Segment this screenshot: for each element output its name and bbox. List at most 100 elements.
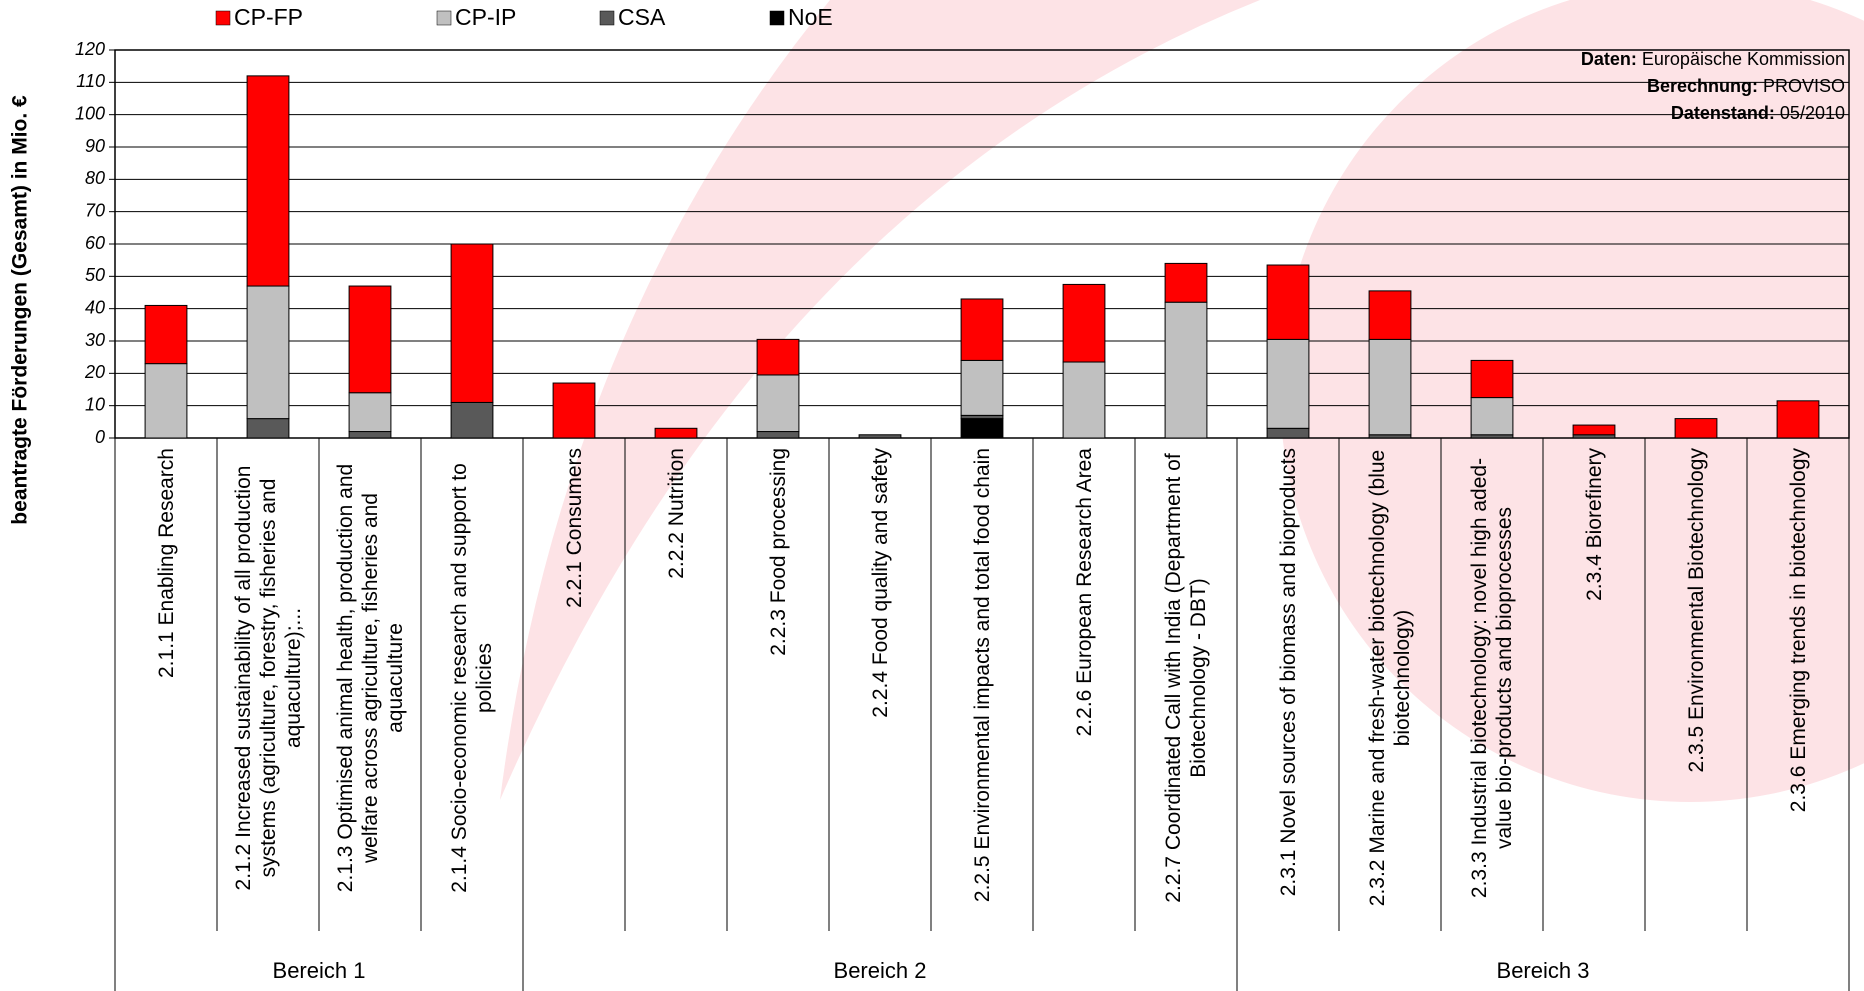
- x-tick-label: 2.1.2 Increased sustainability of all pr…: [218, 448, 318, 908]
- x-tick-label-text: 2.2.4 Food quality and safety: [868, 448, 892, 718]
- x-tick-label-text: 2.1.2 Increased sustainability of all pr…: [231, 465, 305, 891]
- bar-segment: [858, 434, 902, 439]
- y-tick-label: 30: [85, 330, 105, 350]
- annotation: Berechnung: PROVISO: [1647, 76, 1845, 96]
- x-tick-label-text: 2.2.6 European Research Area: [1072, 448, 1096, 737]
- bar-segment: [756, 374, 800, 433]
- legend-label: CP-IP: [455, 4, 516, 30]
- legend-swatch: [769, 10, 785, 26]
- group-label-text: Bereich 1: [272, 958, 366, 983]
- annotation-label: Daten:: [1581, 49, 1637, 69]
- y-tick-label: 50: [85, 265, 105, 285]
- y-tick-label: 110: [76, 71, 105, 91]
- legend-swatch: [436, 10, 452, 26]
- x-tick-label: 2.3.5 Environmental Biotechnology: [1646, 448, 1746, 908]
- x-tick-label-text: 2.2.5 Environmental impacts and total fo…: [970, 448, 994, 903]
- bar-segment: [1266, 427, 1310, 439]
- x-tick-label: 2.2.7 Coordinated Call with India (Depar…: [1136, 448, 1236, 908]
- x-tick-label-text: 2.2.7 Coordinated Call with India (Depar…: [1162, 453, 1210, 903]
- x-tick-label: 2.1.4 Socio-economic research and suppor…: [422, 448, 522, 908]
- annotation-text: Europäische Kommission: [1642, 49, 1845, 69]
- legend-swatch: [599, 10, 615, 26]
- x-tick-label-text: 2.1.4 Socio-economic research and suppor…: [448, 463, 496, 893]
- x-tick-label: 2.3.2 Marine and fresh-water biotechnolo…: [1340, 448, 1440, 908]
- x-tick-label: 2.2.1 Consumers: [524, 448, 624, 908]
- x-tick-label-text: 2.3.1 Novel sources of biomass and biopr…: [1276, 448, 1300, 897]
- bar-segment: [960, 418, 1004, 439]
- bar-segment: [246, 285, 290, 420]
- x-tick-label-text: 2.1.3 Optimised animal health, productio…: [333, 463, 407, 893]
- x-tick-label: 2.3.6 Emerging trends in biotechnology: [1748, 448, 1848, 908]
- bar-segment: [756, 338, 800, 376]
- group-label: Bereich 1: [115, 958, 523, 984]
- bar-segment: [246, 418, 290, 439]
- y-tick-label: 70: [85, 200, 105, 220]
- bar-segment: [1062, 361, 1106, 439]
- y-tick-label: 80: [85, 168, 105, 188]
- bar-segment: [348, 392, 392, 433]
- bar-segment: [1266, 264, 1310, 340]
- group-label: Bereich 3: [1237, 958, 1849, 984]
- bar-segment: [348, 431, 392, 439]
- bar-segment: [1164, 262, 1208, 303]
- group-label: Bereich 2: [523, 958, 1237, 984]
- bar-segment: [1368, 338, 1412, 436]
- group-label-text: Bereich 3: [1496, 958, 1590, 983]
- y-tick-label: 90: [85, 136, 105, 156]
- annotation-label: Datenstand:: [1671, 103, 1775, 123]
- x-tick-label-text: 2.3.5 Environmental Biotechnology: [1684, 448, 1708, 773]
- annotation-text: PROVISO: [1763, 76, 1845, 96]
- x-tick-label: 2.3.1 Novel sources of biomass and biopr…: [1238, 448, 1338, 908]
- annotation-label: Berechnung:: [1647, 76, 1758, 96]
- x-tick-label-text: 2.1.1 Enabling Research: [154, 448, 178, 678]
- y-tick-label: 20: [84, 362, 105, 382]
- x-tick-label-text: 2.3.3 Industrial biotechnology: novel hi…: [1468, 457, 1516, 899]
- bar-segment: [1674, 418, 1718, 439]
- annotation-text: 05/2010: [1780, 103, 1845, 123]
- background-decoration: [500, 0, 1260, 800]
- bar-segment: [246, 75, 290, 287]
- bar-segment: [1266, 338, 1310, 429]
- bar-segment: [1470, 397, 1514, 436]
- y-tick-label: 0: [95, 427, 105, 447]
- x-tick-label: 2.2.5 Environmental impacts and total fo…: [932, 448, 1032, 908]
- group-label-text: Bereich 2: [833, 958, 927, 983]
- x-tick-label: 2.2.4 Food quality and safety: [830, 448, 930, 908]
- bar-segment: [1062, 283, 1106, 363]
- x-tick-label: 2.3.3 Industrial biotechnology: novel hi…: [1442, 448, 1542, 908]
- background-decoration: [1280, 0, 1864, 802]
- legend-label: CSA: [618, 4, 666, 30]
- y-tick-label: 60: [85, 233, 105, 253]
- bar-segment: [960, 298, 1004, 361]
- bar-segment: [144, 363, 188, 439]
- x-tick-label: 2.2.6 European Research Area: [1034, 448, 1134, 908]
- bar-segment: [654, 427, 698, 439]
- x-tick-label: 2.1.3 Optimised animal health, productio…: [320, 448, 420, 908]
- bar-segment: [450, 243, 494, 403]
- bar-segment: [1470, 359, 1514, 399]
- bar-segment: [1368, 290, 1412, 340]
- annotation: Datenstand: 05/2010: [1671, 103, 1845, 123]
- x-tick-label-text: 2.2.2 Nutrition: [664, 448, 688, 579]
- legend-label: CP-FP: [234, 4, 303, 30]
- bar-segment: [1776, 400, 1820, 439]
- bar-segment: [1572, 424, 1616, 436]
- bar-segment: [552, 382, 596, 439]
- x-tick-label-text: 2.3.4 Biorefinery: [1582, 448, 1606, 601]
- x-tick-label: 2.2.2 Nutrition: [626, 448, 726, 908]
- x-tick-label-text: 2.3.6 Emerging trends in biotechnology: [1786, 448, 1810, 813]
- y-tick-label: 10: [85, 394, 105, 414]
- annotation: Daten: Europäische Kommission: [1581, 49, 1845, 69]
- bar-segment: [756, 431, 800, 439]
- x-tick-label-text: 2.3.2 Marine and fresh-water biotechnolo…: [1366, 449, 1414, 907]
- x-tick-label: 2.2.3 Food processing: [728, 448, 828, 908]
- x-tick-label-text: 2.2.3 Food processing: [766, 448, 790, 656]
- legend-label: NoE: [788, 4, 833, 30]
- y-axis-label: beantragte Förderungen (Gesamt) in Mio. …: [9, 95, 32, 525]
- y-tick-label: 120: [75, 39, 105, 59]
- x-tick-label: 2.3.4 Biorefinery: [1544, 448, 1644, 908]
- y-tick-label: 100: [75, 103, 105, 123]
- bar-segment: [960, 359, 1004, 416]
